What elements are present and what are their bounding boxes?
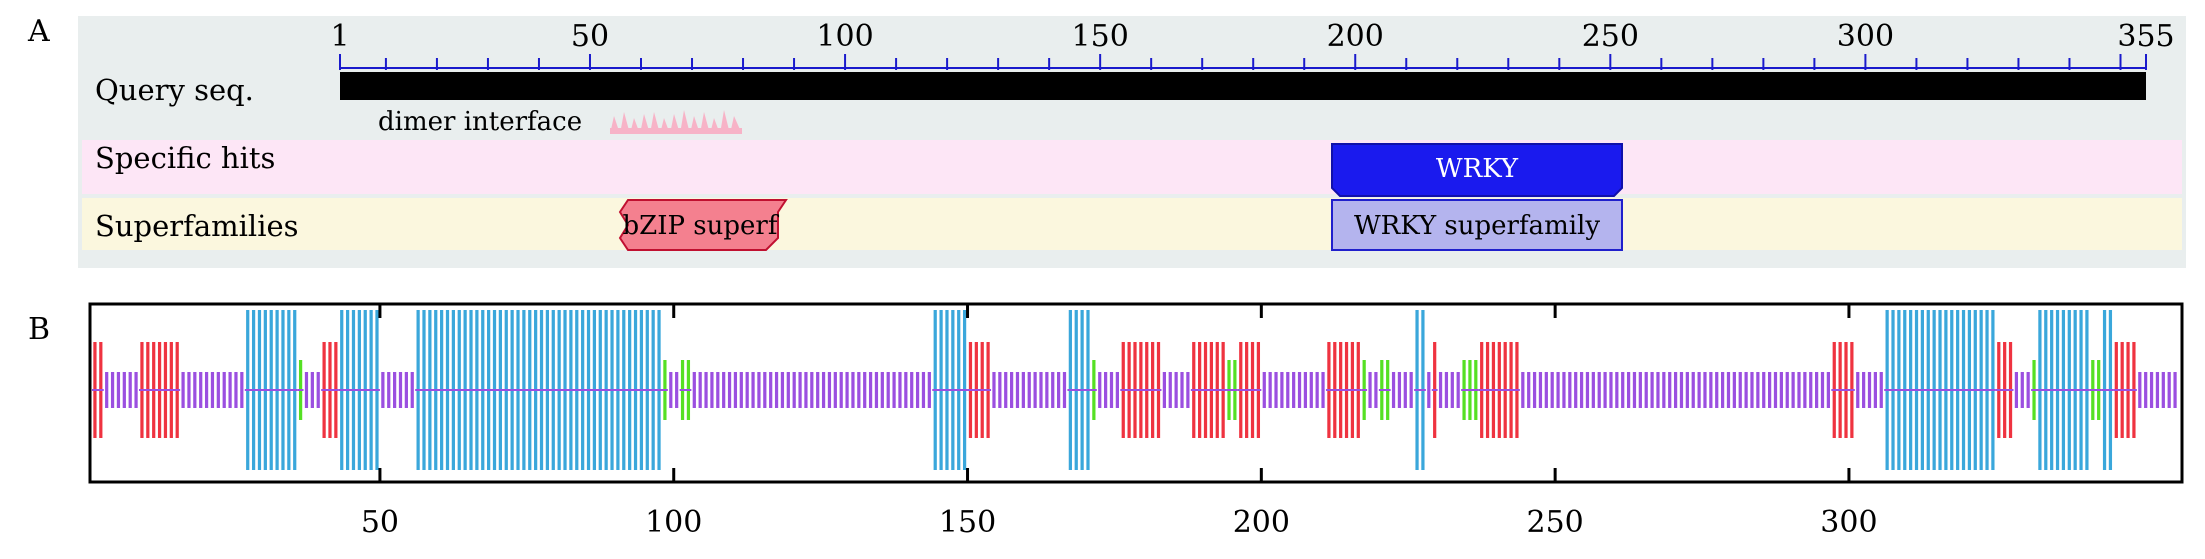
ruler-tick-label: 150 (1072, 19, 1129, 54)
ruler-tick-label: 250 (1582, 19, 1639, 54)
ruler-tick-label: 100 (816, 19, 873, 54)
superfamilies-label: Superfamilies (95, 209, 299, 243)
query-sequence-bar[interactable] (340, 72, 2146, 100)
secondary-structure-track (92, 310, 2177, 470)
ss-segment-helix (1120, 342, 1162, 438)
ss-segment-turn (1378, 360, 1391, 420)
ss-segment-coil (692, 372, 931, 408)
ss-segment-coil (1098, 372, 1119, 408)
ss-segment-coil (1521, 372, 1560, 408)
ss-segment-strand (338, 310, 380, 470)
ss-segment-coil (1856, 372, 1883, 408)
ss-segment-coil (1438, 372, 1460, 408)
ss-segment-helix (1478, 342, 1520, 438)
ss-segment-strand (244, 310, 298, 470)
query-seq-label: Query seq. (95, 73, 254, 107)
ruler-tick-label: 300 (1837, 19, 1894, 54)
ss-segment-turn (679, 360, 692, 420)
ss-segment-coil (381, 372, 414, 408)
ss-segment-helix (2113, 342, 2137, 438)
ss-segment-coil (1262, 372, 1325, 408)
ss-segment-coil (181, 372, 244, 408)
ss-segment-strand (2036, 310, 2090, 470)
residue-axis: 50 100 150 200 250 300 (361, 304, 1878, 540)
ss-segment-helix (1995, 342, 2014, 438)
ss-segment-turn (661, 360, 668, 420)
ss-segment-turn (1090, 360, 1097, 420)
ruler-tick-label: 1 (330, 19, 349, 54)
ss-segment-strand (2101, 310, 2114, 470)
ss-segment-helix (1831, 342, 1855, 438)
ss-segment-helix (967, 342, 992, 438)
ss-segment-coil (304, 372, 320, 408)
ss-segment-helix (1325, 342, 1362, 438)
specific-hits-label: Specific hits (95, 141, 275, 175)
ss-segment-coil (1391, 372, 1413, 408)
ss-segment-strand (1067, 310, 1091, 470)
ss-segment-strand (932, 310, 968, 470)
ruler-tick-label: 355 (2117, 19, 2174, 54)
superfamilies-row-bg (82, 198, 2182, 250)
ss-segment-coil (992, 372, 1067, 408)
ss-segment-helix (92, 342, 104, 438)
panel-label-b: B (28, 312, 51, 347)
ss-segment-coil (1368, 372, 1378, 408)
axis-tick-label: 50 (361, 505, 399, 540)
ss-segment-strand (415, 310, 662, 470)
ss-segment-strand (1414, 310, 1426, 470)
axis-tick-label: 150 (939, 505, 996, 540)
ss-segment-turn (1226, 360, 1238, 420)
ss-segment-turn (2031, 360, 2037, 420)
ss-segment-helix (1237, 342, 1262, 438)
axis-tick-label: 200 (1233, 505, 1290, 540)
ss-segment-helix (1431, 342, 1438, 438)
ss-segment-coil (1162, 372, 1190, 408)
panel-label-a: A (28, 14, 50, 49)
axis-tick-label: 100 (645, 505, 702, 540)
ss-segment-coil (1562, 372, 1830, 408)
wrky-specific-hit[interactable]: WRKY (1331, 143, 1623, 197)
ruler-tick-label: 200 (1327, 19, 1384, 54)
wrky-superfamily-hit[interactable]: WRKY superfamily (1331, 199, 1623, 251)
specific-hits-row-bg (82, 140, 2182, 194)
ss-segment-turn (1361, 360, 1368, 420)
wrky-superfamily-label: WRKY superfamily (1354, 211, 1600, 241)
wrky-hit-label: WRKY (1436, 154, 1519, 184)
dimer-interface-label: dimer interface (378, 107, 582, 137)
domain-viewer-panel: 1 50 100 150 200 250 300 355 Query seq. Specifi… (78, 16, 2186, 268)
ss-segment-coil (2014, 372, 2030, 408)
bzip-hit-label: bZIP superf (623, 211, 780, 241)
ss-segment-strand (1884, 310, 1996, 470)
ss-segment-turn (297, 360, 304, 420)
axis-tick-label: 250 (1527, 505, 1584, 540)
ss-segment-helix (139, 342, 181, 438)
sequence-ruler: 1 50 100 150 200 250 300 355 (330, 19, 2175, 70)
ss-segment-helix (321, 342, 339, 438)
bzip-superfamily-hit[interactable]: bZIP superf (618, 199, 788, 251)
ss-segment-coil (669, 372, 679, 408)
dimer-interface-feature[interactable] (610, 110, 742, 134)
ss-segment-helix (1190, 342, 1227, 438)
ss-segment-coil (2138, 372, 2177, 408)
ss-segment-turn (1461, 360, 1479, 420)
ss-segment-turn (2089, 360, 2102, 420)
ss-segment-coil (105, 372, 138, 408)
ruler-tick-label: 50 (571, 19, 609, 54)
axis-tick-label: 300 (1820, 505, 1877, 540)
